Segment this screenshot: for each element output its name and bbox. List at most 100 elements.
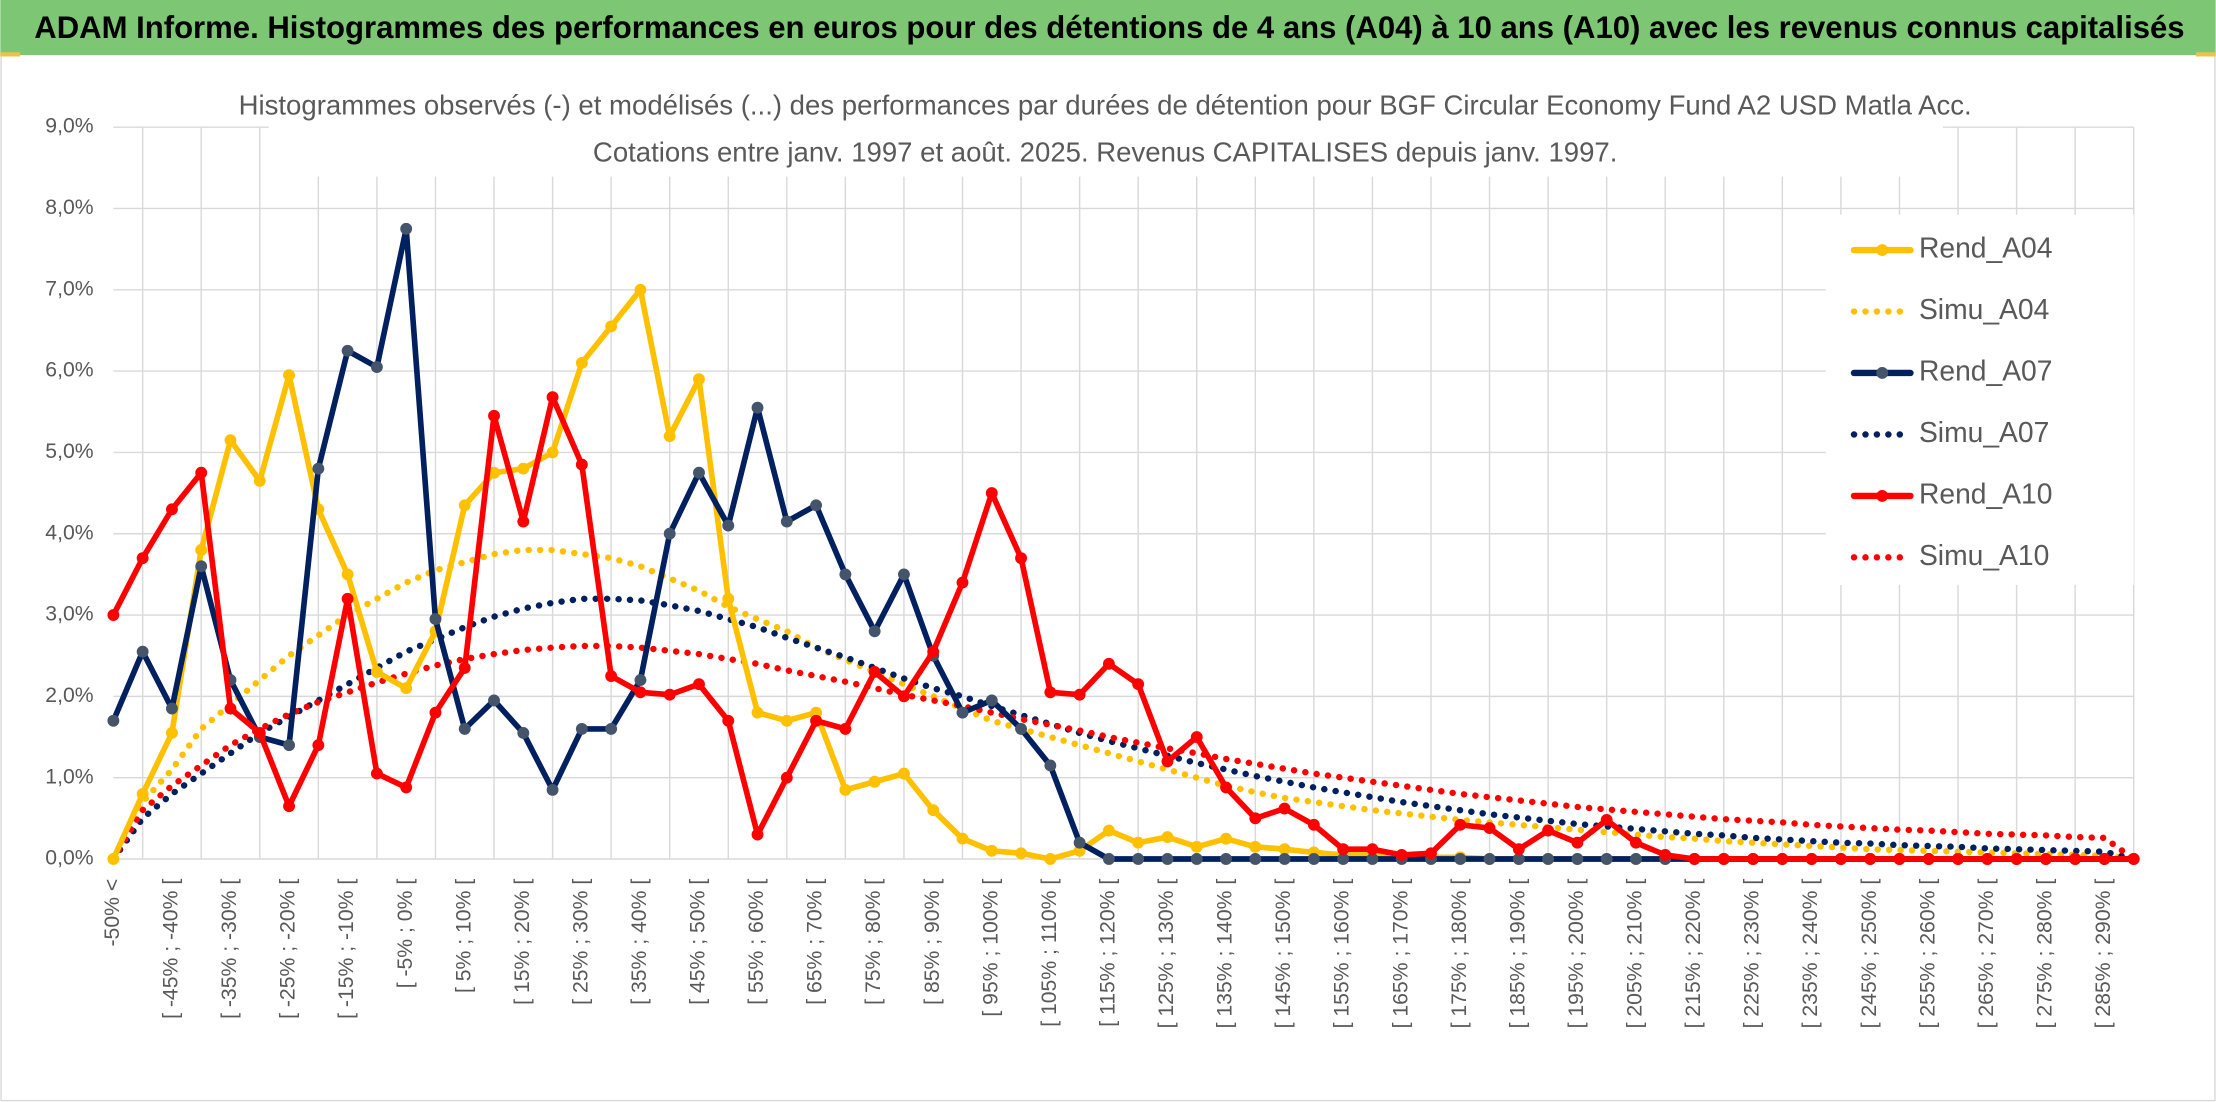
data-point (575, 357, 588, 369)
data-point (751, 706, 764, 719)
model-line (110, 642, 2137, 863)
x-tick-label: [ 165% ; 170% [ (1389, 879, 1412, 1029)
data-point (956, 832, 969, 845)
data-point (1337, 843, 1350, 856)
data-point (195, 466, 208, 479)
data-point (1044, 686, 1057, 699)
data-point (166, 702, 178, 715)
data-point (663, 527, 676, 540)
x-tick-label: [ 205% ; 210% [ (1624, 879, 1647, 1029)
data-point (722, 714, 735, 727)
data-point (985, 844, 998, 857)
x-tick-label: [ -35% ; -30% [ (218, 879, 241, 1019)
data-point (1132, 836, 1145, 849)
legend-marker (1876, 367, 1889, 379)
data-point (1981, 853, 1994, 865)
y-tick-label: 1,0% (45, 765, 93, 788)
y-tick-label: 0,0% (45, 847, 93, 870)
data-point (1132, 853, 1145, 865)
data-point (1161, 831, 1174, 843)
data-point (370, 666, 383, 678)
x-tick-label: [ 125% ; 130% [ (1155, 879, 1178, 1029)
data-point (810, 714, 823, 727)
data-point (1102, 824, 1115, 837)
data-point (1190, 840, 1203, 853)
data-point (370, 361, 383, 373)
data-point (605, 320, 618, 333)
data-point (1249, 853, 1262, 865)
data-point (985, 487, 998, 500)
data-point (370, 767, 383, 780)
data-point (166, 503, 178, 516)
data-point (1366, 843, 1379, 856)
data-point (1190, 853, 1203, 865)
data-point (429, 613, 442, 626)
legend-background (1825, 214, 2134, 585)
data-point (810, 706, 823, 719)
data-point (517, 515, 530, 528)
data-point (224, 434, 237, 447)
header-corner (2195, 52, 2216, 57)
x-tick-label: [ 75% ; 80% [ (862, 879, 885, 1005)
data-point (1044, 853, 1057, 865)
data-point (136, 645, 149, 658)
data-point (575, 458, 588, 471)
data-point (1015, 847, 1027, 860)
data-point (1454, 818, 1467, 831)
observed-line (110, 394, 2137, 862)
x-tick-label: [ 55% ; 60% [ (745, 879, 768, 1005)
data-point (839, 783, 852, 796)
legend-label: Rend_A04 (1919, 232, 2053, 264)
x-tick-label: [ 215% ; 220% [ (1682, 879, 1705, 1029)
data-point (1132, 678, 1145, 691)
legend-label: Simu_A07 (1919, 416, 2049, 448)
data-point (400, 682, 413, 695)
x-tick-label: [ 115% ; 120% [ (1096, 879, 1119, 1027)
x-tick-label: [ 265% ; 270% [ (1975, 879, 1998, 1029)
x-tick-label: [ 175% ; 180% [ (1448, 879, 1471, 1029)
data-point (1512, 843, 1525, 856)
data-point (1073, 688, 1086, 701)
data-point (1337, 853, 1350, 865)
x-tick-label: [ 185% ; 190% [ (1506, 879, 1529, 1029)
data-point (2069, 853, 2082, 865)
x-tick-label: [ -5% ; 0% [ (394, 879, 417, 989)
data-point (1600, 853, 1613, 865)
data-point (1717, 853, 1730, 865)
x-tick-label: [ 245% ; 250% [ (1858, 879, 1881, 1029)
data-point (898, 767, 910, 780)
data-point (1073, 836, 1086, 849)
data-point (898, 568, 910, 581)
data-point (693, 466, 705, 479)
data-point (341, 592, 354, 605)
data-point (693, 373, 705, 386)
x-tick-label: [ 35% ; 40% [ (628, 879, 651, 1005)
data-point (341, 568, 354, 581)
data-point (2127, 853, 2140, 865)
data-point (2010, 853, 2023, 865)
x-tick-label: [ 135% ; 140% [ (1214, 879, 1237, 1029)
data-point (400, 222, 413, 235)
legend-label: Simu_A10 (1919, 539, 2049, 571)
data-point (1630, 853, 1642, 865)
chart-title: Histogrammes observés (-) et modélisés (… (239, 90, 1972, 121)
legend-marker (1876, 244, 1889, 257)
x-tick-label: [ 155% ; 160% [ (1331, 879, 1354, 1029)
x-tick-label: [ 85% ; 90% [ (921, 879, 944, 1005)
x-tick-label: [ 25% ; 30% [ (569, 879, 592, 1005)
data-point (605, 722, 618, 735)
data-point (546, 446, 559, 459)
data-point (1454, 853, 1467, 865)
data-point (1805, 853, 1818, 865)
data-point (1249, 840, 1262, 853)
data-point (1220, 781, 1232, 794)
data-point (1952, 853, 1964, 865)
data-point (458, 722, 471, 735)
data-point (634, 686, 647, 699)
header-title: ADAM Informe. Histogrammes des performan… (34, 10, 2184, 45)
data-point (1015, 722, 1027, 735)
data-point (868, 625, 881, 638)
title-background (268, 84, 1943, 177)
data-point (722, 519, 735, 532)
